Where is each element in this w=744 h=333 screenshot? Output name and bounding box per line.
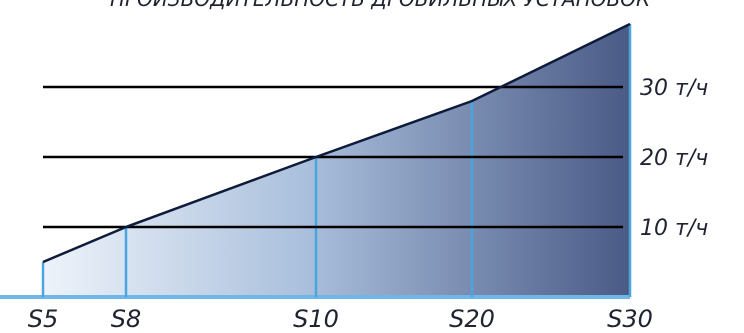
grid-label-30: 30 т/ч — [640, 76, 708, 101]
series-line-path — [42, 22, 631, 264]
x-tick-label-s20: S20 — [449, 305, 495, 333]
grid-label-10: 10 т/ч — [640, 216, 708, 241]
grid-labels: 10 т/ч 20 т/ч 30 т/ч — [640, 76, 708, 241]
x-tick-label-s30: S30 — [607, 305, 653, 333]
x-tick-label-s10: S10 — [293, 305, 339, 333]
x-tick-labels: S5 S8 S10 S20 S30 — [28, 305, 653, 333]
svg-text:ПРОИЗВОДИТЕЛЬНОСТЬ ДРОБИЛЬНЫХ: ПРОИЗВОДИТЕЛЬНОСТЬ ДРОБИЛЬНЫХ УСТАНОВОК — [110, 0, 651, 11]
area-fill — [43, 24, 630, 297]
series-line — [42, 22, 631, 264]
x-tick-label-s8: S8 — [111, 305, 142, 333]
x-tick-label-s5: S5 — [28, 305, 59, 333]
grid-lines — [43, 85, 623, 229]
grid-label-20: 20 т/ч — [640, 146, 708, 171]
title-fragment: ПРОИЗВОДИТЕЛЬНОСТЬ ДРОБИЛЬНЫХ УСТАНОВОК — [110, 0, 651, 11]
